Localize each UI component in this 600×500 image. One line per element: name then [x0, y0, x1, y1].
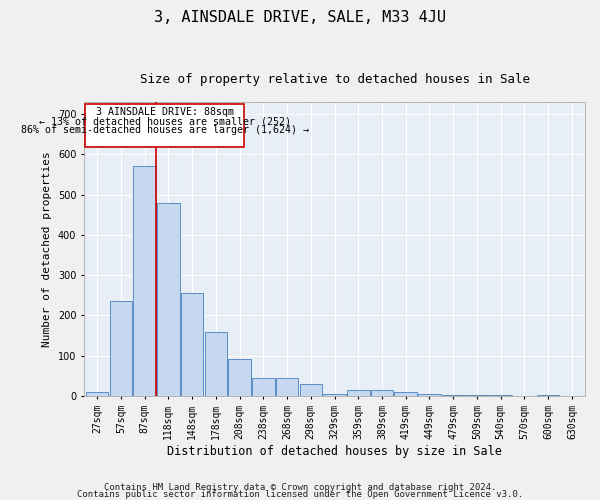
- X-axis label: Distribution of detached houses by size in Sale: Distribution of detached houses by size …: [167, 444, 502, 458]
- Title: Size of property relative to detached houses in Sale: Size of property relative to detached ho…: [140, 72, 530, 86]
- Bar: [110, 302, 132, 396]
- Y-axis label: Number of detached properties: Number of detached properties: [43, 151, 52, 347]
- Bar: [228, 358, 251, 396]
- Bar: [205, 332, 227, 396]
- FancyBboxPatch shape: [85, 104, 244, 148]
- Text: Contains HM Land Registry data © Crown copyright and database right 2024.: Contains HM Land Registry data © Crown c…: [104, 484, 496, 492]
- Bar: [418, 394, 441, 396]
- Bar: [133, 166, 156, 396]
- Text: 3, AINSDALE DRIVE, SALE, M33 4JU: 3, AINSDALE DRIVE, SALE, M33 4JU: [154, 10, 446, 25]
- Bar: [490, 395, 512, 396]
- Text: Contains public sector information licensed under the Open Government Licence v3: Contains public sector information licen…: [77, 490, 523, 499]
- Bar: [86, 392, 109, 396]
- Bar: [347, 390, 370, 396]
- Bar: [157, 202, 179, 396]
- Bar: [323, 394, 346, 396]
- Bar: [537, 395, 559, 396]
- Text: ← 13% of detached houses are smaller (252): ← 13% of detached houses are smaller (25…: [39, 116, 291, 126]
- Bar: [371, 390, 393, 396]
- Bar: [181, 294, 203, 396]
- Text: 86% of semi-detached houses are larger (1,624) →: 86% of semi-detached houses are larger (…: [21, 125, 309, 135]
- Bar: [252, 378, 275, 396]
- Bar: [466, 395, 488, 396]
- Bar: [276, 378, 298, 396]
- Text: 3 AINSDALE DRIVE: 88sqm: 3 AINSDALE DRIVE: 88sqm: [96, 107, 234, 117]
- Bar: [442, 395, 464, 396]
- Bar: [394, 392, 417, 396]
- Bar: [299, 384, 322, 396]
